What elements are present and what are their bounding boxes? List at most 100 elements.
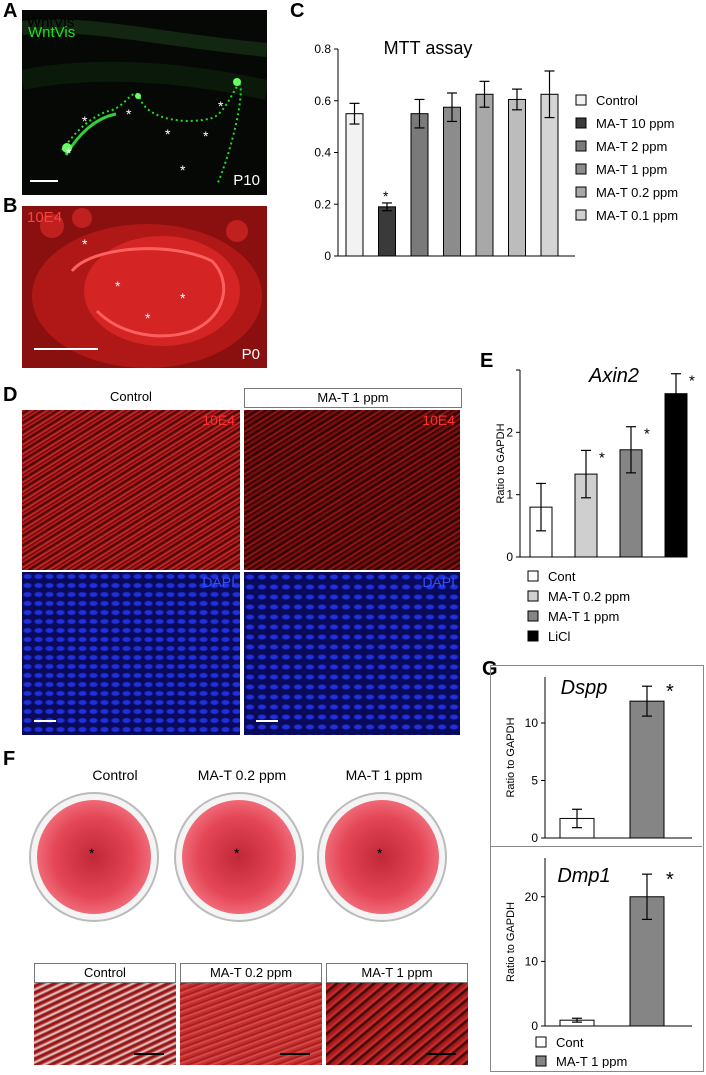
panel-label-a: A — [3, 0, 18, 22]
chart-title: Dspp — [561, 677, 608, 699]
bar — [443, 106, 461, 257]
y-tick-label: 1 — [506, 488, 513, 502]
legend-label: Control — [596, 93, 638, 108]
y-axis-label: Ratio to GAPDH — [505, 902, 517, 982]
legend-label: MA-T 0.1 ppm — [596, 208, 678, 223]
panel-label-c: C — [290, 0, 305, 22]
scale-bar — [134, 1053, 164, 1055]
legend-label: MA-T 1 ppm — [556, 1054, 627, 1068]
y-tick-label: 10 — [525, 954, 539, 968]
y-tick-label: 0.4 — [314, 146, 331, 160]
legend-swatch — [575, 94, 587, 106]
strip-label-ma-t-0-2: MA-T 0.2 ppm — [180, 963, 322, 983]
ma-t-10e4-image: 10E4 — [244, 410, 460, 570]
panel-label-g: G — [482, 658, 498, 680]
legend-label: LiCl — [548, 629, 571, 644]
well-label-ma-t-1: MA-T 1 ppm — [345, 767, 423, 783]
10e4-stain-label: 10E4 — [202, 412, 235, 428]
well-label-control: Control — [92, 767, 138, 783]
scale-bar — [34, 720, 56, 722]
legend-swatch — [527, 590, 539, 602]
bar — [508, 98, 526, 257]
column-title-control: Control — [110, 389, 152, 404]
culture-wells — [29, 792, 447, 922]
legend-swatch — [575, 186, 587, 198]
column-title-ma-t: MA-T 1 ppm — [244, 388, 462, 408]
scale-bar — [426, 1053, 456, 1055]
legend-label: MA-T 2 ppm — [596, 139, 667, 154]
control-10e4-image: 10E4 — [22, 410, 240, 570]
control-dapi-image: DAPI — [22, 572, 240, 735]
significance-star: * — [689, 373, 695, 390]
legend-label: MA-T 0.2 ppm — [548, 589, 630, 604]
star-marker: * — [145, 310, 151, 326]
legend-swatch — [575, 117, 587, 129]
strip-image-ma-t-1 — [326, 983, 468, 1065]
10e4-stain-label: 10E4 — [422, 412, 455, 428]
g-divider — [490, 846, 702, 847]
chart-title: MTT assay — [384, 38, 473, 58]
y-tick-label: 0 — [531, 1019, 538, 1033]
age-label-p10: P10 — [233, 172, 260, 189]
age-label-p0: P0 — [241, 346, 260, 363]
legend-label: MA-T 10 ppm — [596, 116, 675, 131]
star-marker: * — [66, 145, 72, 161]
legend-label: MA-T 1 ppm — [596, 162, 667, 177]
scale-bar — [280, 1053, 310, 1055]
scale-bar — [30, 180, 58, 182]
bar — [475, 93, 494, 257]
legend-swatch — [575, 209, 587, 221]
legend-swatch — [527, 610, 539, 622]
chart-title: Dmp1 — [557, 865, 610, 887]
y-tick-label: 20 — [525, 890, 539, 904]
dmp1-chart: 0 10 20 * Ratio to GAPDH Dmp1 Cont MA-T 1 ppm — [505, 858, 692, 1068]
panel-label-e: E — [480, 350, 494, 372]
legend-label: Cont — [556, 1035, 584, 1050]
legend-swatch — [535, 1055, 547, 1067]
y-axis-label: Ratio to GAPDH — [495, 423, 507, 503]
well-ma-t-0-2 — [174, 792, 304, 922]
y-tick-label: 0.6 — [314, 94, 331, 108]
star-marker: * — [203, 128, 209, 144]
legend-swatch — [527, 630, 539, 642]
y-axis-label: Ratio to GAPDH — [505, 717, 517, 797]
star-marker: * — [165, 126, 171, 142]
star-marker: * — [218, 98, 224, 114]
strip-label-ma-t-1: MA-T 1 ppm — [326, 963, 468, 983]
dspp-chart: 0 5 10 * Ratio to GAPDH Dspp — [505, 677, 692, 845]
wntvis-micrograph: WntVis P10 * * * * * * * — [22, 10, 267, 195]
star-marker: * — [115, 278, 121, 294]
well-control — [29, 792, 159, 922]
well-label-ma-t-0-2: MA-T 0.2 ppm — [197, 767, 287, 783]
dapi-stain-label: DAPI — [202, 574, 235, 590]
scale-bar — [34, 348, 98, 350]
star-marker: * — [234, 845, 240, 861]
strip-image-control — [34, 983, 176, 1065]
bar — [664, 393, 688, 558]
legend-swatch — [575, 140, 587, 152]
legend-swatch — [535, 1036, 547, 1048]
bar — [540, 93, 559, 257]
star-marker: * — [82, 113, 88, 129]
10e4-micrograph: 10E4 P0 * * * * — [22, 206, 267, 368]
significance-star: * — [644, 426, 650, 443]
star-marker: * — [89, 845, 95, 861]
axin2-chart: 0 1 2 * * * Ratio to GAPDH Axin2 Cont MA-T 0.2 pp… — [495, 365, 695, 644]
strip-label-control: Control — [34, 963, 176, 983]
y-tick-label: 0 — [531, 831, 538, 845]
star-marker: * — [82, 236, 88, 252]
bar — [345, 113, 364, 257]
scale-bar — [256, 720, 278, 722]
star-marker: * — [377, 845, 383, 861]
panel-label-f: F — [3, 748, 16, 770]
legend-label: Cont — [548, 569, 576, 584]
10e4-image — [22, 206, 267, 368]
ma-t-dapi-image: DAPI — [244, 572, 460, 735]
star-marker: * — [126, 106, 132, 122]
y-tick-label: 0.2 — [314, 197, 331, 211]
star-marker: * — [180, 162, 186, 178]
y-tick-label: 2 — [506, 425, 513, 439]
y-tick-label: 10 — [525, 716, 539, 730]
wntvis-stain-title: WntVis — [28, 24, 76, 41]
significance-star: * — [666, 869, 674, 891]
